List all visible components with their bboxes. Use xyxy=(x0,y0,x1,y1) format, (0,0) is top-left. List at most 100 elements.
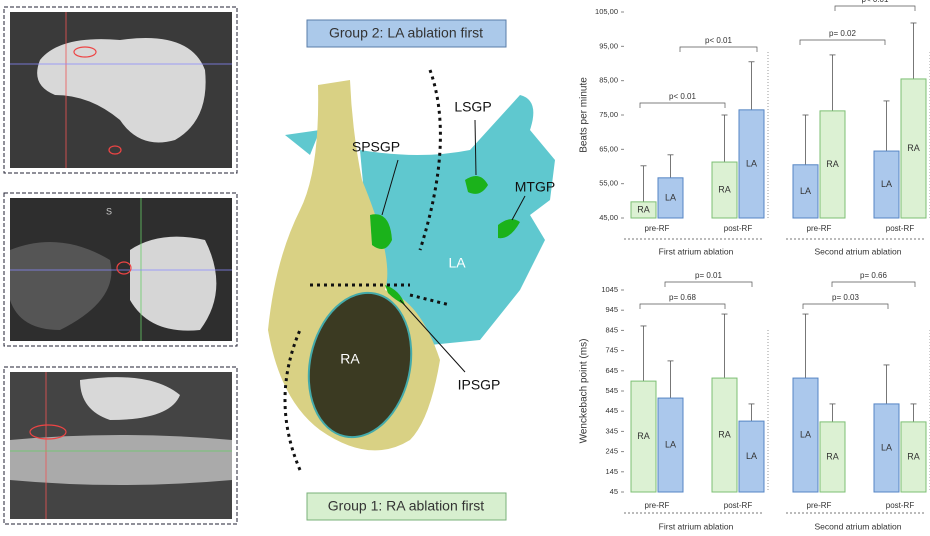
bar-label: RA xyxy=(907,451,920,461)
panel-title: First atrium ablation xyxy=(659,521,734,531)
p-value: p= 0.03 xyxy=(832,293,859,302)
group-label: post-RF xyxy=(724,501,753,510)
la-surface xyxy=(285,130,320,155)
bar-label: RA xyxy=(826,159,839,169)
y-tick-label: 45 xyxy=(610,487,618,496)
bracket xyxy=(799,39,886,45)
leader xyxy=(511,195,526,221)
y-tick-label: 85,00 xyxy=(599,76,618,85)
y-tick-label: 445 xyxy=(605,406,618,415)
bar xyxy=(657,397,684,493)
ct-frame xyxy=(3,192,238,347)
bar-label: RA xyxy=(718,429,731,439)
bar xyxy=(792,164,819,219)
ct-marker: S xyxy=(106,206,112,216)
bar xyxy=(711,377,738,493)
structure-label: LSGP xyxy=(454,99,491,115)
group-label: pre-RF xyxy=(807,501,832,510)
leader xyxy=(474,119,477,176)
bar-label: LA xyxy=(881,442,892,452)
y-tick-label: 105,00 xyxy=(595,7,618,16)
ct-frame xyxy=(3,366,238,525)
ct-panels: S xyxy=(3,6,238,525)
bar xyxy=(873,150,900,219)
leader xyxy=(399,299,466,373)
group-label: post-RF xyxy=(886,224,915,233)
ct-blob xyxy=(80,377,180,420)
bar xyxy=(900,421,927,493)
y-tick-label: 245 xyxy=(605,447,618,456)
group-box xyxy=(306,492,507,521)
bar xyxy=(711,161,738,219)
gp xyxy=(465,176,488,194)
la-surface xyxy=(360,95,555,345)
gp-outline xyxy=(116,261,132,275)
y-tick-label: 75,00 xyxy=(599,110,618,119)
leader xyxy=(381,159,399,216)
bar xyxy=(630,201,657,219)
group-label: pre-RF xyxy=(645,224,670,233)
bar xyxy=(657,177,684,219)
heart-model: LSGP SPSGP MTGP LA RA IPSGP xyxy=(268,69,555,471)
bar xyxy=(819,421,846,493)
y-tick-label: 945 xyxy=(605,305,618,314)
y-tick-label: 55,00 xyxy=(599,179,618,188)
bar xyxy=(792,377,819,493)
bracket xyxy=(639,303,726,309)
gp-outline xyxy=(73,46,97,58)
bar xyxy=(873,403,900,493)
bar-label: RA xyxy=(718,184,731,194)
structure-label: LA xyxy=(448,255,466,271)
bracket xyxy=(834,5,916,11)
ra-opening xyxy=(307,291,413,439)
structure-label: RA xyxy=(340,351,360,367)
ct-blob xyxy=(10,242,112,330)
y-tick-label: 845 xyxy=(605,325,618,334)
ct-frame xyxy=(3,6,238,174)
structure-label: SPSGP xyxy=(352,139,400,155)
y-tick-label: 745 xyxy=(605,346,618,355)
group-box xyxy=(306,19,507,48)
bar-label: LA xyxy=(746,158,757,168)
bar-label: RA xyxy=(637,204,650,214)
bar xyxy=(819,110,846,219)
bar-label: RA xyxy=(907,143,920,153)
bar-label: LA xyxy=(800,429,811,439)
bar xyxy=(900,78,927,219)
bar-label: LA xyxy=(881,179,892,189)
panel-title: Second atrium ablation xyxy=(815,246,902,256)
p-value: p< 0.01 xyxy=(705,36,732,45)
bar xyxy=(630,380,657,493)
gp xyxy=(498,219,520,239)
y-tick-label: 145 xyxy=(605,467,618,476)
y-tick-label: 65,00 xyxy=(599,144,618,153)
p-value: p= 0.66 xyxy=(860,271,887,280)
bar xyxy=(738,109,765,219)
bar-label: LA xyxy=(665,192,676,202)
bar-label: RA xyxy=(637,431,650,441)
bracket xyxy=(831,281,916,287)
group-label: Group 2: LA ablation first xyxy=(329,25,483,41)
gp-outline xyxy=(29,424,67,440)
structure-label: IPSGP xyxy=(458,377,501,393)
p-value: p= 0.02 xyxy=(829,29,856,38)
y-tick-label: 1045 xyxy=(601,285,618,294)
gp-outline xyxy=(108,145,122,155)
panel-title: First atrium ablation xyxy=(659,246,734,256)
y-tick-label: 95,00 xyxy=(599,41,618,50)
p-value: p< 0.01 xyxy=(862,0,889,4)
bar-label: LA xyxy=(665,439,676,449)
y-tick-label: 345 xyxy=(605,426,618,435)
bracket xyxy=(679,46,758,52)
ct-blob xyxy=(130,236,217,331)
bracket xyxy=(639,102,726,108)
arrow xyxy=(310,283,451,307)
group-label: pre-RF xyxy=(645,501,670,510)
structure-label: MTGP xyxy=(515,179,555,195)
y-tick-label: 545 xyxy=(605,386,618,395)
bar-label: LA xyxy=(800,186,811,196)
bar xyxy=(738,420,765,493)
arrow xyxy=(418,69,442,251)
p-value: p= 0.68 xyxy=(669,293,696,302)
